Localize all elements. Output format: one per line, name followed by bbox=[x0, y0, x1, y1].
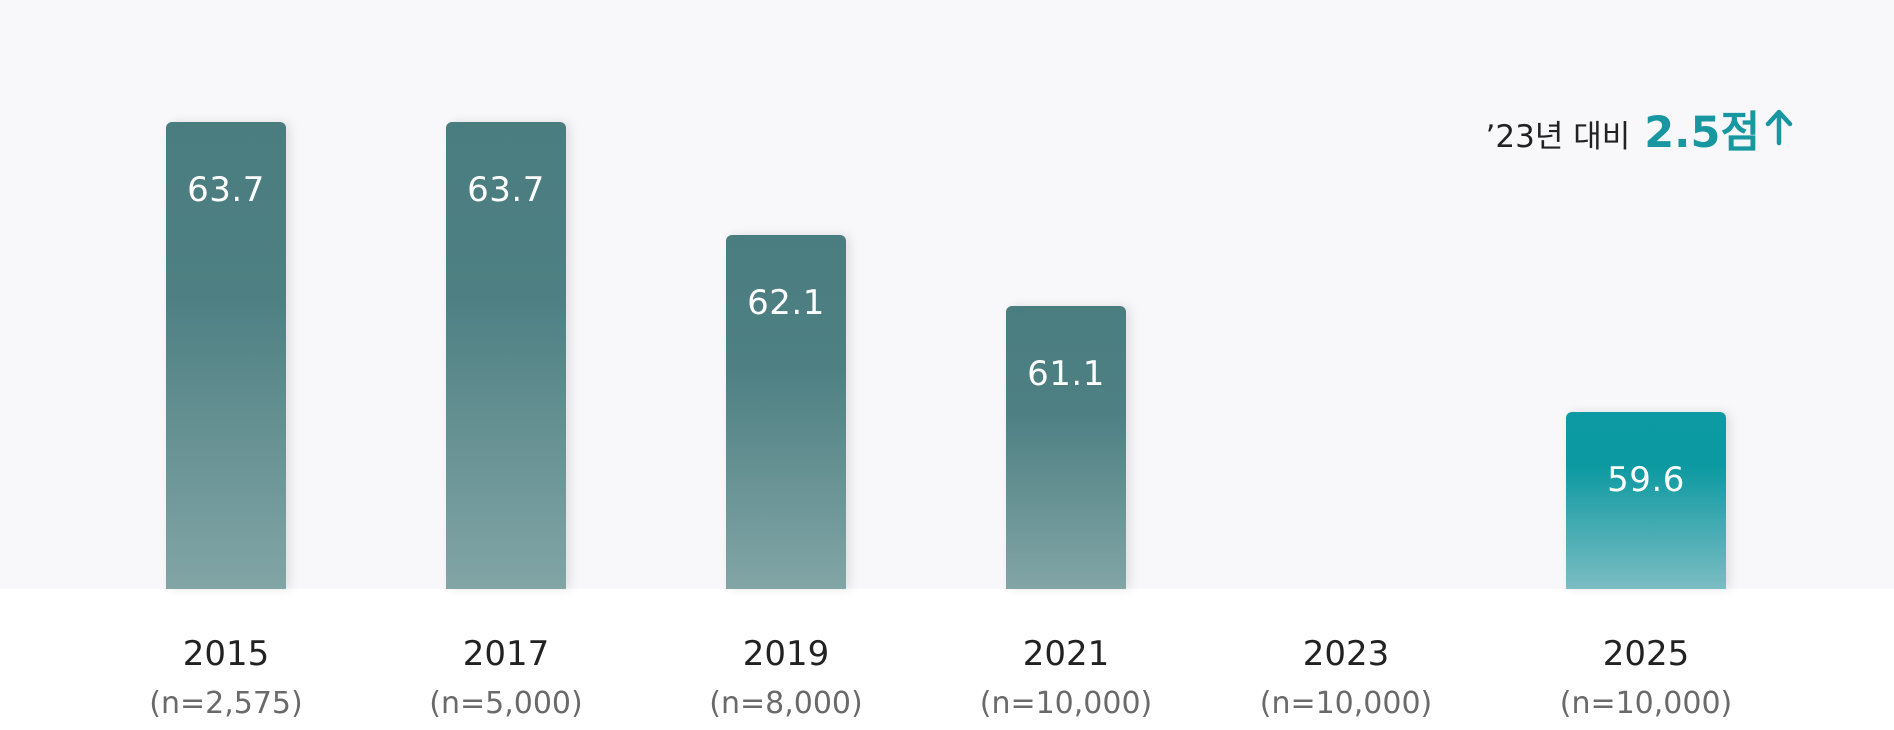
arrow-up-icon bbox=[1765, 109, 1793, 146]
annotation-prefix: ’23년 대비 bbox=[1485, 119, 1631, 155]
bar-2025: 59.6 bbox=[1566, 412, 1726, 589]
x-tick-label: 2025 bbox=[1602, 634, 1690, 674]
sample-size-label: (n=2,575) bbox=[149, 686, 303, 721]
sample-size-label: (n=10,000) bbox=[1559, 686, 1733, 721]
bar-2019: 62.1 bbox=[726, 235, 846, 589]
x-tick-label: 2023 bbox=[1302, 634, 1390, 674]
bar-value-label: 57.1 bbox=[1307, 637, 1385, 678]
x-tick-label: 2019 bbox=[742, 634, 830, 674]
bar-value-label: 61.1 bbox=[1027, 354, 1105, 395]
bar-value-label: 63.7 bbox=[467, 170, 545, 210]
bar-2021: 61.1 bbox=[1006, 306, 1126, 589]
x-tick-label: 2021 bbox=[1022, 634, 1110, 674]
bar-value-label: 62.1 bbox=[747, 283, 825, 324]
bar-value-label: 63.7 bbox=[187, 170, 265, 210]
sample-size-label: (n=10,000) bbox=[1259, 686, 1433, 721]
annotation-value: 2.5점 bbox=[1644, 108, 1760, 158]
sample-size-label: (n=8,000) bbox=[709, 686, 863, 721]
bar-2017: 63.7 bbox=[446, 122, 566, 589]
x-tick-label: 2017 bbox=[462, 634, 550, 674]
change-annotation: ’23년 대비 2.5점 bbox=[1486, 98, 1796, 160]
x-tick-label: 2015 bbox=[182, 634, 270, 674]
sample-size-label: (n=5,000) bbox=[429, 686, 583, 721]
sample-size-label: (n=10,000) bbox=[979, 686, 1153, 721]
bar-value-label: 59.6 bbox=[1607, 460, 1685, 501]
bar-2015: 63.7 bbox=[166, 122, 286, 589]
